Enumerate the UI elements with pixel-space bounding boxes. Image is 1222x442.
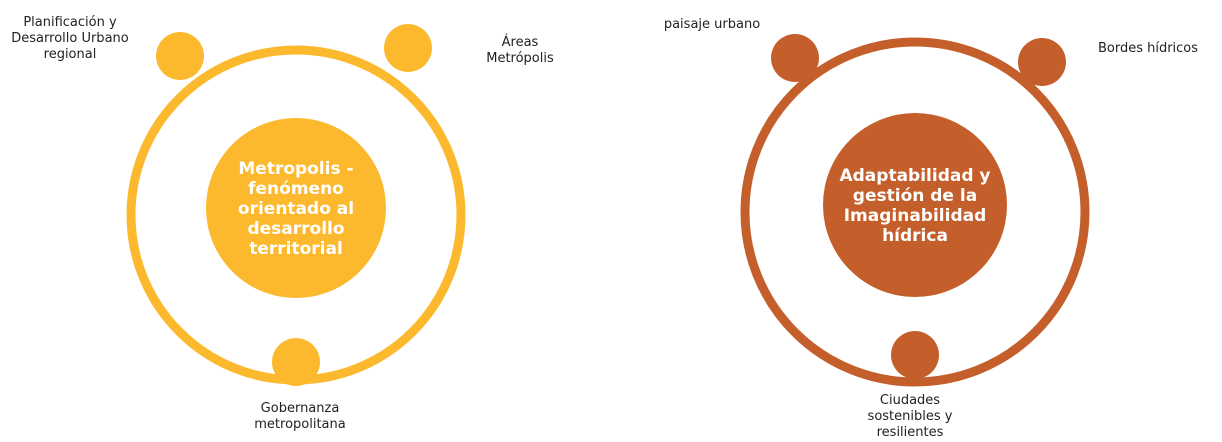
node-circle [891,331,939,379]
node-label-line: Metrópolis [486,51,554,66]
center-label: Adaptabilidad y gestión de la Imaginabilid… [839,166,990,246]
node-label-line: Ciudades [880,393,940,408]
cycle-diagram: Adaptabilidad y gestión de la Imaginabilid… [664,17,1198,440]
node-label: Gobernanza metropolitana [254,401,345,432]
center-circle [823,113,1007,297]
center-label-line: gestión de la [853,186,977,206]
node-label-line: paisaje urbano [664,17,760,32]
center-label-line: Imaginabilidad [844,206,987,226]
node-circle [156,32,204,80]
center-label-line: desarrollo [247,219,344,239]
center-label-line: orientado al [238,199,354,219]
node-label: Áreas Metrópolis [486,34,554,66]
cycle-diagram: Metropolis -fenómeno orientado al desarrol… [11,15,554,432]
node-circle [1018,38,1066,86]
node-label: paisaje urbano [664,17,760,32]
node-circle [384,24,432,72]
node-label: Bordes hídricos [1098,41,1198,56]
node-label-line: Planificación y [23,15,117,30]
center-label-line: fenómeno [248,179,344,199]
center-label-line: Adaptabilidad y [839,166,990,186]
center-circle [206,118,386,298]
center-label-line: hídrica [882,226,948,246]
ring [740,37,1090,387]
node-label-line: Áreas [502,34,539,50]
center-label-line: Metropolis - [238,159,353,179]
node-label-line: Bordes hídricos [1098,41,1198,56]
node-label-line: Gobernanza [261,401,340,416]
node-label: Ciudades sostenibles y resilientes [868,393,953,440]
node-label-line: sostenibles y [868,409,953,424]
node-label-line: resilientes [877,425,944,440]
node-label-line: Desarrollo Urbano [11,31,129,46]
node-circle [272,338,320,386]
node-label-line: regional [44,47,97,62]
center-label-line: territorial [249,239,343,259]
node-label: Planificación y Desarrollo Urbano regional [11,15,129,62]
node-circle [771,34,819,82]
center-label: Metropolis -fenómeno orientado al desarrol… [238,159,354,259]
node-label-line: metropolitana [254,417,345,432]
